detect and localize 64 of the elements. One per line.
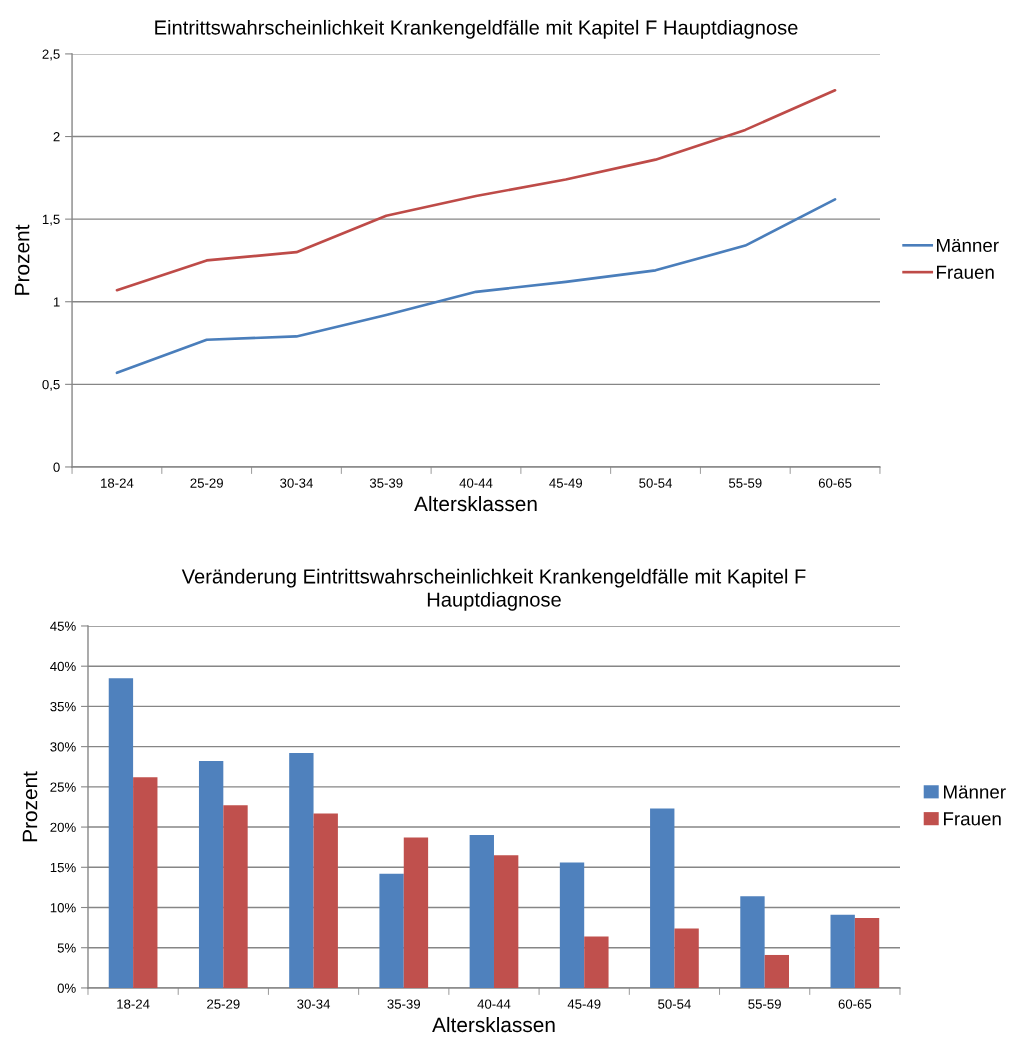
x-tick-label: 60-65 [818,478,852,488]
bar [764,954,789,988]
bar [650,808,675,988]
x-tick-label: 30-34 [297,999,331,1009]
bar [223,805,248,988]
bar [584,936,609,988]
legend-label: Frauen [944,812,1001,826]
x-tick-label: 18-24 [101,478,134,488]
bar [313,813,338,988]
y-tick-label: 25% [50,782,76,792]
x-tick-label: 35-39 [387,999,421,1009]
bar [469,835,494,988]
y-tick-label: 0,5 [42,379,60,391]
y-tick-label: 35% [50,701,76,712]
x-tick-label: 50-54 [658,999,691,1009]
x-tick-label: 18-24 [117,999,150,1009]
chart-title: Eintrittswahrscheinlichkeit Krankengeldfälle mit Kapitel F Hauptdiagnose [155,19,798,39]
x-tick-label: 40-44 [477,999,511,1009]
bar [740,896,765,988]
y-tick-label: 2 [53,132,60,142]
y-tick-label: 10% [50,903,76,913]
legend-label: Frauen [937,265,994,279]
x-tick-label: 25-29 [190,478,223,488]
legend-label: Männer [937,238,999,253]
bar [674,928,699,988]
x-axis-title: Altersklassen [432,1016,555,1033]
x-tick-label: 50-54 [639,478,673,488]
y-tick-label: 5% [57,943,76,953]
y-tick-label: 0% [57,983,76,993]
chart-title: Veränderung Eintrittswahrscheinlichkeit Krankengeldfälle mit Kapitel F Hauptdiagnose [181,568,806,611]
y-tick-label: 1 [53,297,60,307]
bar [198,761,224,988]
bar [493,855,519,988]
y-tick-label: 20% [50,822,76,832]
y-tick-label: 40% [50,661,76,672]
x-tick-label: 45-49 [567,999,601,1009]
y-axis-title: Prozent [22,771,38,842]
x-tick-label: 40-44 [459,478,493,488]
y-tick-label: 15% [50,862,76,873]
y-axis-title: Prozent [14,224,30,295]
y-tick-label: 0 [53,462,60,472]
y-tick-label: 1,5 [42,214,60,226]
line-series [115,197,837,375]
x-tick-label: 45-49 [549,478,583,488]
x-tick-label: 55-59 [748,999,781,1009]
bar [559,862,585,988]
x-tick-label: 25-29 [207,999,240,1009]
line-series [115,88,837,292]
y-tick-label: 30% [50,742,76,752]
y-tick-label: 2,5 [42,49,60,61]
bar [403,837,429,988]
legend-label: Männer [944,785,1006,799]
x-axis-title: Altersklassen [414,495,537,512]
bar [854,917,880,988]
bar [108,678,134,988]
x-tick-label: 30-34 [280,478,313,488]
bar [133,777,158,988]
x-tick-label: 55-59 [728,478,762,488]
y-tick-label: 45% [50,621,76,631]
bar [289,753,314,988]
x-tick-label: 60-65 [838,999,872,1009]
bar [379,873,404,988]
bar [830,914,855,988]
x-tick-label: 35-39 [369,478,403,488]
